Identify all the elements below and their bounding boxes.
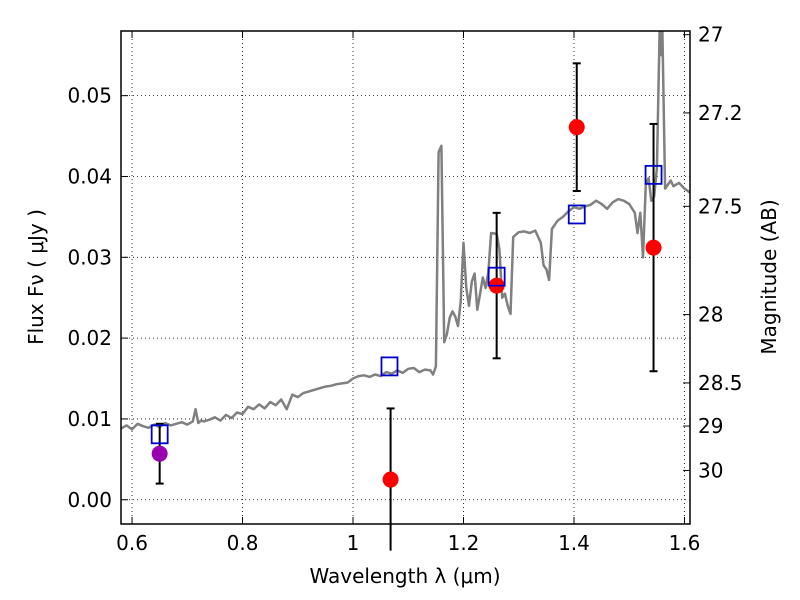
observed-flux-point bbox=[645, 239, 662, 256]
right-tick-label: 30 bbox=[698, 458, 723, 482]
right-tick-label: 27.2 bbox=[698, 101, 743, 125]
synthetic-flux-square bbox=[380, 356, 399, 377]
y-axis-label: Flux Fν ( μJy ) bbox=[24, 209, 48, 345]
synthetic-flux-square bbox=[644, 164, 663, 185]
x-axis-label: Wavelength λ (μm) bbox=[309, 564, 500, 588]
axes: 0.6 0.8 1 1.2 1.4 1.6 0.00 0.01 0.02 0.03 0.04 0.05… bbox=[67, 23, 742, 555]
x-tick-label: 1 bbox=[347, 531, 360, 555]
y-tick-label: 0.04 bbox=[67, 164, 112, 188]
right-tick-label: 28.5 bbox=[698, 371, 743, 395]
y-tick-label: 0.00 bbox=[67, 488, 112, 512]
model-spectrum-line bbox=[121, 31, 690, 431]
grid bbox=[121, 31, 690, 524]
right-axis-label: Magnitude (AB) bbox=[757, 199, 781, 354]
markers bbox=[150, 119, 663, 488]
y-tick-label: 0.01 bbox=[67, 407, 112, 431]
plot-area bbox=[121, 31, 690, 431]
plot-background bbox=[121, 31, 690, 524]
observed-flux-point bbox=[151, 445, 168, 462]
synthetic-flux-square bbox=[487, 266, 506, 287]
y-tick-label: 0.05 bbox=[67, 84, 112, 108]
observed-flux-point bbox=[382, 471, 399, 488]
x-tick-label: 0.8 bbox=[227, 531, 259, 555]
right-tick-label: 27.5 bbox=[698, 194, 743, 218]
right-tick-label: 28 bbox=[698, 303, 723, 327]
observed-flux-point bbox=[568, 119, 585, 136]
right-tick-label: 27 bbox=[698, 23, 723, 47]
y-tick-label: 0.02 bbox=[67, 326, 112, 350]
synthetic-flux-square bbox=[150, 424, 169, 445]
x-tick-label: 1.2 bbox=[448, 531, 480, 555]
right-tick-label: 29 bbox=[698, 414, 723, 438]
x-tick-label: 1.6 bbox=[669, 531, 701, 555]
synthetic-flux-square bbox=[567, 204, 586, 225]
x-tick-label: 1.4 bbox=[558, 531, 590, 555]
x-tick-label: 0.6 bbox=[116, 531, 148, 555]
y-tick-label: 0.03 bbox=[67, 245, 112, 269]
plot-frame bbox=[120, 30, 691, 525]
